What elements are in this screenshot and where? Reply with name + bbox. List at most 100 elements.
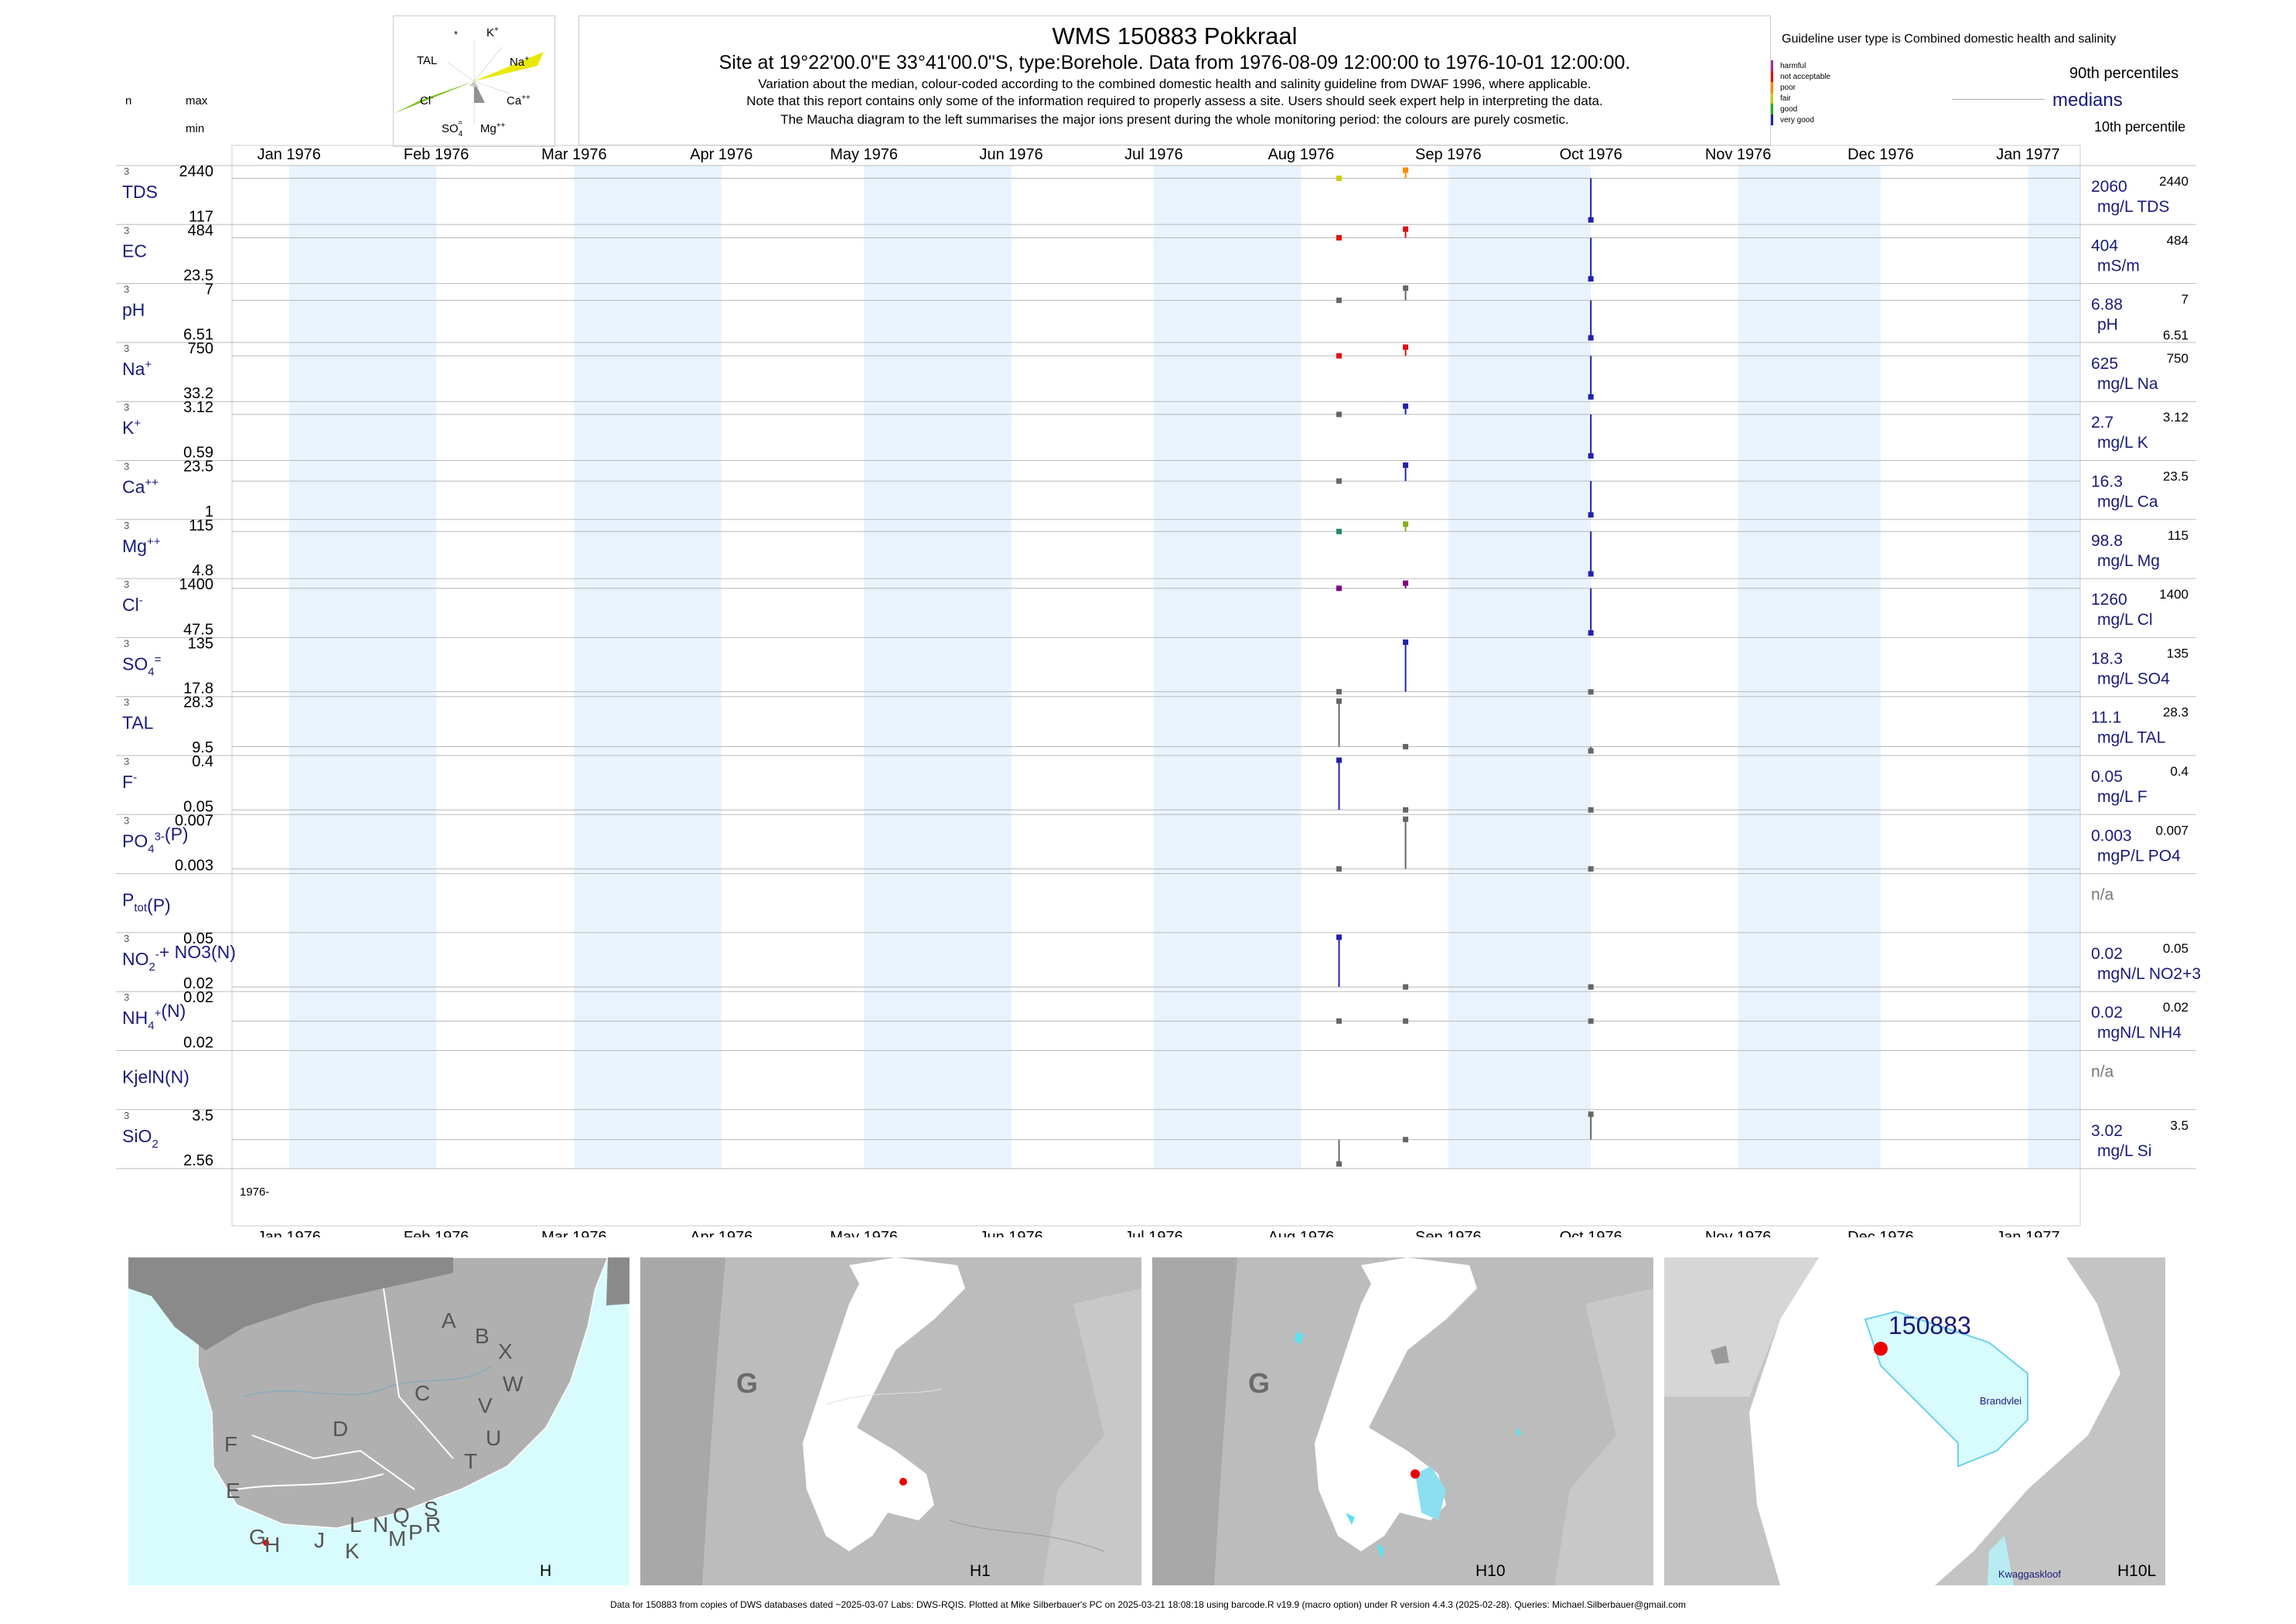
row-label: Ca++ [122,476,159,497]
map-region-letter: A [442,1308,456,1332]
p10-label: 10th percentile [2094,119,2186,135]
p90-label: 90th percentiles [2069,65,2179,82]
row-max: 23.5 [183,459,213,476]
row-median: 2060 [2091,178,2127,196]
row-label: Na+ [122,358,152,379]
row-median: 6.88 [2091,296,2123,314]
row-right-max: 7 [2182,292,2189,307]
data-point [1588,276,1594,282]
row-label: TDS [122,182,158,202]
data-point [1336,411,1342,418]
data-point [1588,1018,1594,1024]
data-point [1588,629,1594,636]
data-point [1336,698,1342,705]
month-label-bottom: Sep 1976 [1415,1229,1482,1237]
row-unit: mg/L SO4 [2097,670,2170,687]
legend-label: not acceptable [1780,73,1831,81]
month-label-bottom: Aug 1976 [1268,1229,1335,1237]
row-label: SO4= [122,653,162,678]
row-min: 6.51 [183,326,213,343]
row-n: 3 [124,933,129,944]
month-shading [288,165,437,1169]
row-max: 2440 [179,163,214,180]
map-h1-svg [640,1257,1141,1585]
page-subtitle: Site at 19°22'00.0"E 33°41'00.0"S, type:… [718,52,1631,73]
row-min: 0.59 [183,445,213,462]
maucha-k-label: K+ [486,26,499,39]
maucha-svg: * K+ TAL Na+ Cl- Ca++ SO4= Mg++ [394,26,544,138]
data-point [1336,585,1342,592]
data-point [1403,344,1409,350]
row-min: 0.003 [175,858,213,875]
data-point [1403,984,1409,990]
data-point [1336,528,1342,534]
row-median: 98.8 [2091,532,2123,550]
data-point [1336,297,1342,303]
map-region-letter: U [486,1426,502,1450]
data-point [1403,462,1409,468]
month-label-bottom: Jul 1976 [1124,1229,1183,1237]
row-min: 1 [205,503,213,520]
legend-class: fair [1771,93,1895,104]
data-point [1403,744,1409,750]
month-shading [1153,165,1302,1169]
row-label: NH4+(N) [122,1001,186,1032]
row-unit: mS/m [2097,257,2140,275]
row-min: 2.56 [183,1152,213,1169]
row-right-max: 135 [2167,646,2189,660]
n-header: n [125,94,132,107]
map-region-letter: C [415,1381,431,1405]
row-right-max: 0.007 [2155,823,2189,838]
row-unit: pH [2097,316,2118,334]
guideline-text: Guideline user type is Combined domestic… [1782,32,2117,46]
month-label-bottom: Jan 1977 [1996,1229,2059,1237]
maucha-ca-label: Ca++ [507,94,531,107]
row-right-max: 750 [2167,351,2189,366]
row-median: 1260 [2091,591,2127,609]
map-region-letter: L [350,1513,362,1537]
legend-label: harmful [1780,62,1806,70]
data-point [1403,226,1409,232]
median-line-sample [1952,99,2045,100]
map-h1: G H1 [640,1257,1141,1585]
maucha-cl-wedge [394,81,474,114]
row-max: 0.02 [183,989,213,1006]
map-region-letter: T [464,1449,478,1473]
row-max: 115 [189,517,213,534]
map-region-letter: P [408,1520,423,1544]
data-point [1403,807,1409,813]
data-point [1588,394,1594,400]
row-median: 2.7 [2091,414,2113,432]
map-region-letter: W [503,1372,524,1396]
row-label: TAL [122,713,154,733]
map-region-letter: E [226,1479,241,1503]
data-point [1336,478,1342,484]
map-region-letter: X [498,1339,513,1363]
legend-class: poor [1771,82,1895,93]
row-max: 1400 [179,576,214,593]
row-n: 3 [124,520,129,531]
row-max: 135 [188,635,213,652]
map-h10-svg [1152,1257,1653,1585]
row-min: 33.2 [183,385,213,402]
month-label-top: Dec 1976 [1847,146,1914,163]
maucha-tal-label: TAL [417,54,437,67]
map-region-letter: G [249,1525,266,1549]
data-point [1336,688,1342,694]
row-unit: mgN/L NH4 [2097,1024,2182,1042]
row-label: SiO2 [122,1126,159,1151]
month-label-top: Mar 1976 [541,146,607,163]
data-point [1336,1161,1342,1167]
row-min: 47.5 [183,621,213,638]
data-point [1403,1137,1409,1143]
row-label: pH [122,300,145,320]
data-point [1588,512,1594,518]
map-h10l-svg [1664,1257,2120,1585]
row-unit: mg/L TAL [2097,729,2165,747]
map-region-letter: K [345,1539,360,1563]
row-label: EC [122,241,147,261]
row-max: 0.05 [183,930,213,947]
row-label: NO2-+ NO3(N) [122,942,236,974]
row-median: 16.3 [2091,473,2123,491]
legend-label: poor [1780,84,1796,92]
